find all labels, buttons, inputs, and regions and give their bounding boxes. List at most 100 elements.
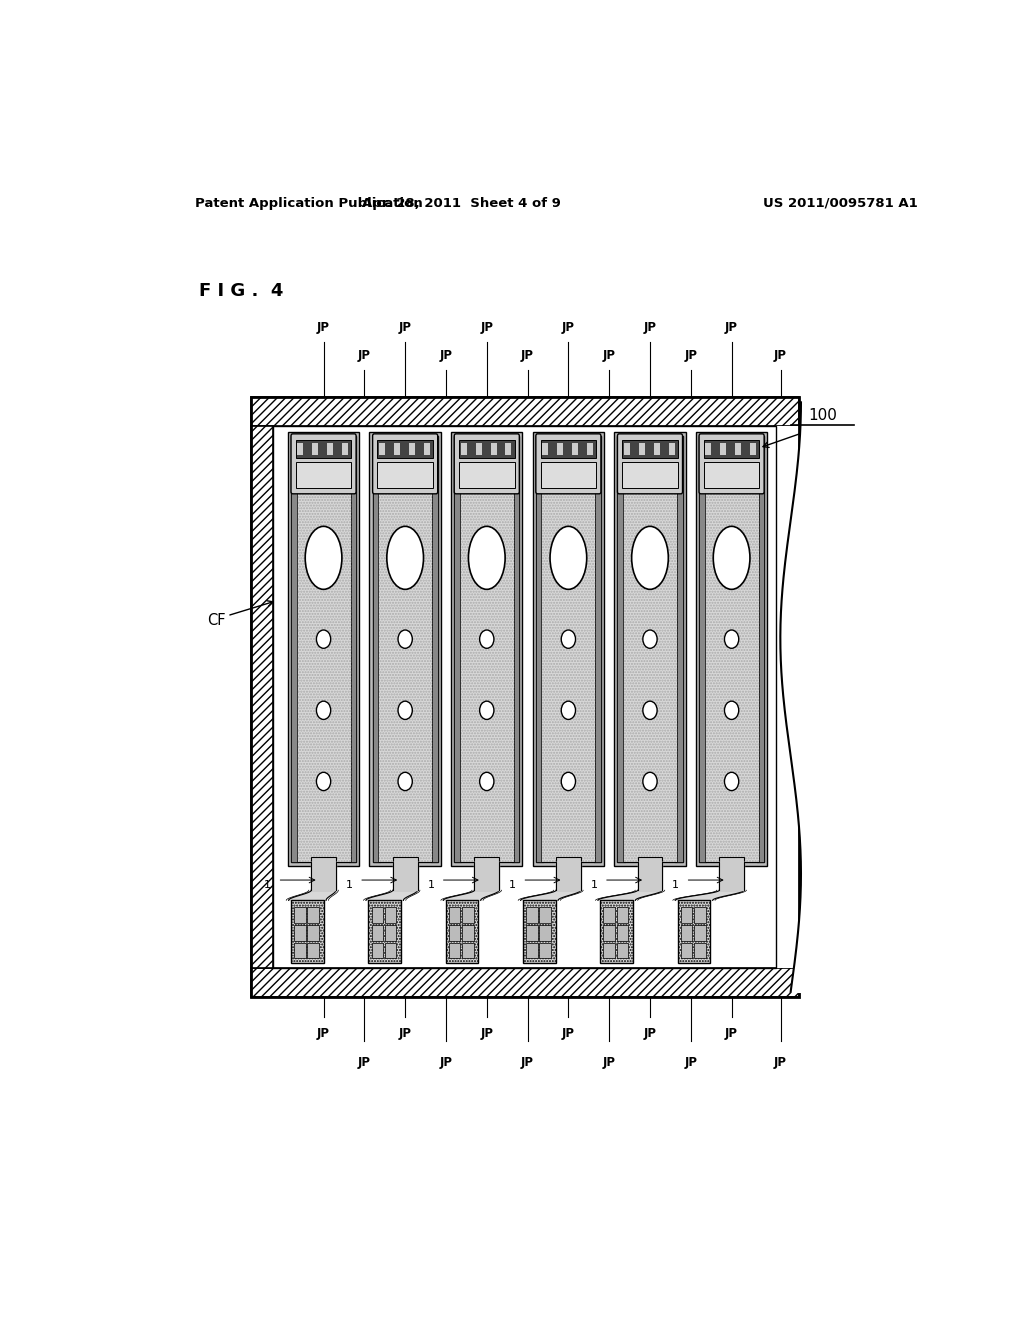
Ellipse shape (387, 527, 424, 589)
Bar (542, 436, 595, 862)
Bar (307, 925, 318, 941)
Bar (474, 857, 499, 890)
Bar (307, 907, 318, 923)
Ellipse shape (561, 701, 575, 719)
Text: JP: JP (398, 321, 412, 334)
Text: JP: JP (398, 1027, 412, 1040)
Bar (372, 925, 383, 941)
Bar (251, 969, 799, 997)
Bar (776, 426, 799, 969)
Bar (526, 925, 538, 941)
Bar (291, 436, 356, 862)
Bar (449, 925, 461, 941)
FancyBboxPatch shape (373, 434, 437, 494)
Polygon shape (298, 862, 349, 890)
Bar (328, 444, 333, 455)
Bar (297, 444, 303, 455)
Polygon shape (543, 862, 594, 890)
FancyBboxPatch shape (291, 434, 356, 494)
Bar (451, 432, 522, 866)
Bar (677, 436, 683, 862)
Bar (490, 444, 497, 455)
Bar (699, 436, 764, 862)
Bar (699, 436, 705, 862)
Bar (540, 925, 551, 941)
Bar (572, 444, 579, 455)
Bar (694, 925, 706, 941)
Bar (703, 440, 760, 458)
Text: JP: JP (562, 1027, 574, 1040)
Bar (312, 444, 318, 455)
Bar (536, 436, 601, 862)
Bar (297, 436, 350, 862)
Ellipse shape (724, 630, 738, 648)
Ellipse shape (316, 630, 331, 648)
Text: 1: 1 (346, 880, 353, 890)
Bar (462, 925, 473, 941)
Bar (370, 432, 441, 866)
Bar (445, 900, 478, 964)
Text: JP: JP (480, 321, 494, 334)
Bar (475, 444, 481, 455)
Text: JP: JP (357, 1056, 371, 1069)
Bar (751, 444, 757, 455)
Bar (296, 440, 351, 458)
Bar (542, 444, 548, 455)
Text: JP: JP (357, 348, 371, 362)
Bar (297, 436, 350, 862)
Polygon shape (443, 890, 499, 900)
Bar (614, 432, 686, 866)
Text: JP: JP (725, 1027, 738, 1040)
Text: JP: JP (317, 1027, 330, 1040)
Bar (623, 436, 677, 862)
Text: JP: JP (774, 1056, 787, 1069)
Ellipse shape (398, 701, 413, 719)
Polygon shape (289, 890, 336, 900)
FancyBboxPatch shape (455, 434, 519, 494)
Text: JP: JP (439, 348, 453, 362)
Text: JP: JP (774, 348, 787, 362)
Text: JP: JP (317, 321, 330, 334)
Ellipse shape (561, 772, 575, 791)
Ellipse shape (398, 630, 413, 648)
Bar (378, 462, 433, 487)
Bar (385, 942, 396, 958)
Ellipse shape (468, 527, 505, 589)
Bar (294, 942, 306, 958)
Text: JP: JP (562, 321, 574, 334)
Ellipse shape (479, 701, 494, 719)
Bar (460, 436, 514, 862)
Bar (432, 436, 437, 862)
Bar (706, 444, 712, 455)
Bar (542, 436, 595, 862)
Ellipse shape (724, 701, 738, 719)
Bar (372, 942, 383, 958)
Bar (587, 444, 593, 455)
Text: 1: 1 (591, 880, 598, 890)
Bar (273, 426, 776, 969)
Bar (703, 462, 760, 487)
Bar (541, 440, 596, 458)
Text: JP: JP (603, 1056, 615, 1069)
Text: JP: JP (603, 348, 615, 362)
Bar (638, 857, 663, 890)
Bar (424, 444, 430, 455)
Bar (617, 436, 683, 862)
Text: JP: JP (521, 348, 535, 362)
Ellipse shape (643, 772, 657, 791)
Ellipse shape (632, 527, 669, 589)
Text: 1: 1 (264, 880, 271, 890)
Text: JP: JP (725, 321, 738, 334)
Bar (623, 462, 678, 487)
Bar (556, 857, 581, 890)
Text: JP: JP (643, 321, 656, 334)
Bar (291, 436, 297, 862)
Polygon shape (380, 862, 430, 890)
Bar (409, 444, 415, 455)
Bar (378, 440, 433, 458)
Bar (603, 925, 615, 941)
Polygon shape (520, 890, 581, 900)
Bar (617, 436, 623, 862)
Bar (251, 397, 799, 997)
Polygon shape (707, 862, 757, 890)
